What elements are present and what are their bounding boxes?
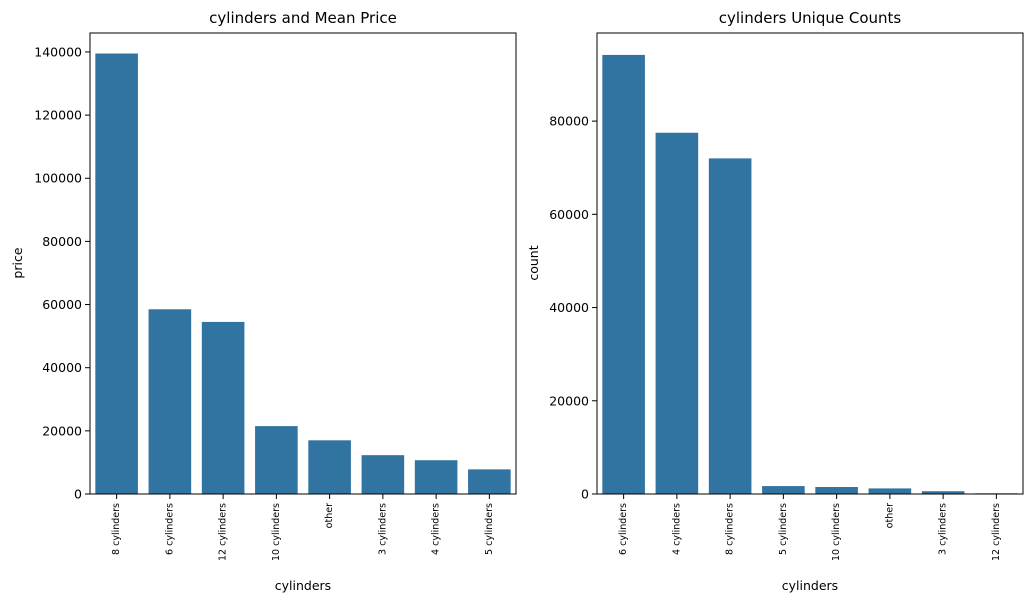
y-tick-label: 40000 — [549, 300, 589, 315]
x-tick-label: 8 cylinders — [725, 503, 736, 555]
bar — [602, 54, 645, 494]
x-tick-label: other — [884, 503, 895, 528]
y-tick-label: 60000 — [42, 297, 82, 312]
x-tick-label: 12 cylinders — [991, 503, 1002, 561]
x-axis: 8 cylinders 6 cylinders 12 cylinders 10 cyl… — [111, 494, 495, 561]
bar — [921, 491, 965, 494]
chart-title: cylinders and Mean Price — [209, 9, 397, 27]
y-tick-label: 0 — [581, 487, 589, 502]
x-tick-label: 6 cylinders — [164, 503, 175, 555]
bars-group — [95, 53, 511, 495]
x-tick-label: 5 cylinders — [778, 503, 789, 555]
y-tick-label: 80000 — [42, 234, 82, 249]
x-tick-label: 10 cylinders — [831, 503, 842, 561]
unique-counts-chart: cylinders Unique Counts 0 20000 40000 60000… — [526, 9, 1024, 593]
y-tick-label: 20000 — [42, 423, 82, 438]
bar — [255, 426, 298, 494]
chart-title: cylinders Unique Counts — [719, 9, 902, 27]
bar — [308, 440, 351, 494]
x-tick-label: 8 cylinders — [111, 503, 122, 555]
y-axis: 0 20000 40000 60000 80000 — [549, 114, 597, 502]
y-tick-label: 0 — [74, 487, 82, 502]
x-tick-label: 12 cylinders — [218, 503, 229, 561]
y-tick-label: 20000 — [549, 393, 589, 408]
y-tick-label: 100000 — [34, 171, 82, 186]
x-tick-label: 6 cylinders — [618, 503, 629, 555]
bar — [95, 53, 138, 495]
bar — [708, 158, 752, 494]
mean-price-chart: cylinders and Mean Price 0 20000 40000 6000… — [10, 9, 517, 593]
bar — [655, 132, 699, 494]
x-axis-label: cylinders — [782, 578, 838, 593]
x-axis: 6 cylinders 4 cylinders 8 cylinders 5 cylin… — [618, 494, 1002, 561]
bar — [414, 460, 458, 494]
x-tick-label: 4 cylinders — [431, 503, 442, 555]
y-tick-label: 80000 — [549, 114, 589, 129]
y-axis-label: count — [526, 245, 541, 280]
bar — [148, 309, 192, 494]
x-tick-label: 5 cylinders — [484, 503, 495, 555]
plot-frame — [596, 32, 1024, 495]
x-tick-label: 3 cylinders — [938, 503, 949, 555]
x-tick-label: 3 cylinders — [377, 503, 388, 555]
y-tick-label: 120000 — [34, 108, 82, 123]
bar — [468, 469, 511, 494]
plot-frame — [89, 32, 517, 495]
x-tick-label: 10 cylinders — [271, 503, 282, 561]
y-axis: 0 20000 40000 60000 80000 100000 120000 140000 — [34, 44, 90, 502]
bar — [815, 487, 858, 494]
bar — [201, 321, 245, 494]
bars-group — [602, 54, 1018, 494]
bar — [762, 486, 805, 494]
y-tick-label: 60000 — [549, 207, 589, 222]
bar — [868, 488, 912, 494]
bar — [361, 455, 405, 494]
x-tick-label: 4 cylinders — [671, 503, 682, 555]
x-axis-label: cylinders — [275, 578, 331, 593]
y-tick-label: 140000 — [34, 44, 82, 59]
y-tick-label: 40000 — [42, 360, 82, 375]
y-axis-label: price — [10, 247, 25, 278]
x-tick-label: other — [324, 503, 335, 528]
